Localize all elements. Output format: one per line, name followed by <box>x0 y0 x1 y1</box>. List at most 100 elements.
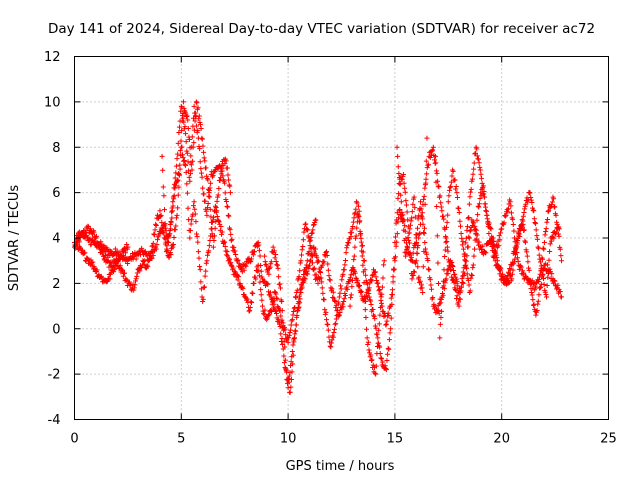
data-point <box>299 247 305 253</box>
data-point <box>486 230 492 236</box>
data-point <box>312 217 318 223</box>
data-point <box>303 221 309 227</box>
data-point <box>514 241 520 247</box>
data-point <box>246 308 252 314</box>
data-point <box>358 289 364 295</box>
data-point <box>472 237 478 243</box>
data-point <box>492 258 498 264</box>
data-point <box>373 274 379 280</box>
data-point <box>152 227 158 233</box>
data-point <box>118 253 124 259</box>
data-point <box>556 226 562 232</box>
data-point <box>183 114 189 120</box>
x-tick-label: 25 <box>600 432 617 447</box>
data-point <box>439 208 445 214</box>
data-point <box>536 276 542 282</box>
data-point <box>469 272 475 278</box>
data-point <box>389 291 395 297</box>
data-point <box>308 235 314 241</box>
data-point <box>365 339 371 345</box>
data-point <box>90 259 96 265</box>
data-point <box>294 287 300 293</box>
data-point <box>356 208 362 214</box>
data-point <box>427 277 433 283</box>
data-point <box>145 258 151 264</box>
data-point <box>371 313 377 319</box>
data-point <box>159 220 165 226</box>
data-point <box>445 199 451 205</box>
data-point <box>98 239 104 245</box>
data-point <box>288 377 294 383</box>
data-point <box>306 249 312 255</box>
data-point <box>462 258 468 264</box>
data-point <box>454 195 460 201</box>
data-point <box>483 250 489 256</box>
data-point <box>460 280 466 286</box>
data-point <box>162 225 168 231</box>
data-point <box>531 280 537 286</box>
data-point <box>306 265 312 271</box>
data-point <box>468 186 474 192</box>
data-point <box>474 146 480 152</box>
data-point <box>363 314 369 320</box>
data-point <box>337 290 343 296</box>
data-point <box>529 292 535 298</box>
data-point <box>421 225 427 231</box>
data-point <box>216 186 222 192</box>
data-point <box>82 250 88 256</box>
data-point <box>364 335 370 341</box>
data-point <box>224 203 230 209</box>
data-point <box>413 258 419 264</box>
data-point <box>255 262 261 268</box>
data-point <box>491 238 497 244</box>
data-point <box>440 213 446 219</box>
data-point <box>268 259 274 265</box>
data-point <box>311 265 317 271</box>
data-point <box>462 257 468 263</box>
data-point <box>300 237 306 243</box>
data-point <box>251 280 257 286</box>
data-point <box>353 233 359 239</box>
data-point <box>416 213 422 219</box>
data-point <box>179 128 185 134</box>
data-point <box>333 321 339 327</box>
data-point <box>302 268 308 274</box>
data-point <box>413 242 419 248</box>
data-point <box>242 262 248 268</box>
data-point <box>511 259 517 265</box>
data-point <box>552 204 558 210</box>
data-point <box>223 198 229 204</box>
data-point <box>341 299 347 305</box>
data-point <box>164 243 170 249</box>
data-point <box>250 290 256 296</box>
data-point <box>219 168 225 174</box>
data-point <box>286 379 292 385</box>
data-point <box>447 185 453 191</box>
data-point <box>197 267 203 273</box>
data-point <box>429 148 435 154</box>
data-point <box>193 99 199 105</box>
data-point <box>321 259 327 265</box>
data-point <box>288 384 294 390</box>
data-point <box>166 233 172 239</box>
x-tick-label: 10 <box>280 432 297 447</box>
data-point <box>478 171 484 177</box>
data-point <box>222 161 228 167</box>
data-point <box>258 287 264 293</box>
y-tick-label: 6 <box>52 186 60 201</box>
data-point <box>203 260 209 266</box>
data-point <box>272 255 278 261</box>
data-point <box>247 305 253 311</box>
data-point <box>326 334 332 340</box>
data-point <box>215 192 221 198</box>
data-point <box>171 193 177 199</box>
data-point <box>510 221 516 227</box>
data-point <box>537 259 543 265</box>
data-point <box>348 295 354 301</box>
data-point <box>356 203 362 209</box>
data-point <box>298 286 304 292</box>
data-point <box>460 239 466 245</box>
x-tick-label: 15 <box>387 432 404 447</box>
data-point <box>521 270 527 276</box>
data-point <box>367 297 373 303</box>
